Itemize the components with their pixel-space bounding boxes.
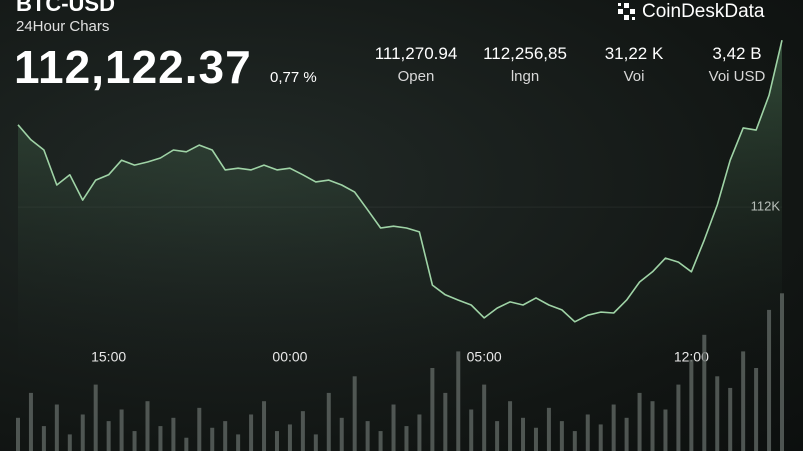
volume-bar bbox=[676, 384, 681, 451]
volume-bar bbox=[106, 421, 111, 451]
stat-value: 111,270.94 bbox=[374, 44, 458, 63]
volume-bar bbox=[443, 392, 448, 451]
volume-bar bbox=[741, 351, 746, 451]
volume-bar bbox=[767, 309, 772, 451]
volume-bar bbox=[210, 427, 215, 451]
volume-bar bbox=[637, 392, 642, 451]
volume-bar bbox=[145, 401, 150, 451]
volume-bar bbox=[262, 401, 267, 451]
volume-bar bbox=[313, 434, 318, 451]
volume-bar bbox=[663, 409, 668, 451]
volume-bar bbox=[339, 417, 344, 451]
volume-bar bbox=[67, 434, 72, 451]
stat: 111,270.94 Open bbox=[361, 44, 471, 85]
volume-bar bbox=[417, 414, 422, 451]
volume-bar bbox=[249, 414, 254, 451]
volume-bar bbox=[16, 417, 20, 451]
stat-value: 3,42 B bbox=[712, 44, 762, 63]
volume-bar bbox=[326, 392, 331, 451]
volume-bar bbox=[378, 431, 383, 451]
stat-label: lngn bbox=[510, 68, 540, 85]
volume-bar bbox=[482, 384, 487, 451]
title: BTC-USD bbox=[16, 0, 115, 16]
volume-bar bbox=[430, 368, 435, 451]
volume-bar bbox=[572, 431, 577, 451]
volume-bar bbox=[119, 409, 124, 451]
x-tick-label: 05:00 bbox=[467, 349, 502, 365]
logo-icon bbox=[618, 3, 635, 20]
volume-bar bbox=[495, 421, 500, 451]
stat-label: Open bbox=[397, 68, 435, 85]
volume-bar bbox=[300, 411, 305, 451]
volume-bar bbox=[508, 401, 513, 451]
volume-bar bbox=[93, 384, 98, 451]
volume-bar bbox=[728, 387, 733, 451]
area bbox=[18, 40, 782, 370]
volume-bar bbox=[28, 392, 33, 451]
volume-bar bbox=[184, 437, 189, 451]
volume-bar bbox=[236, 434, 241, 451]
volume-bar bbox=[223, 421, 228, 451]
volume-bar bbox=[274, 431, 279, 451]
volume-bar bbox=[132, 431, 137, 451]
volume-bar bbox=[171, 417, 176, 451]
volume-bar bbox=[611, 404, 616, 451]
stat-label: Voi bbox=[623, 68, 645, 85]
volume-bar bbox=[80, 414, 85, 451]
stat: 112,256,85 lngn bbox=[470, 44, 580, 85]
volume-bar bbox=[158, 426, 163, 451]
x-tick-label: 12:00 bbox=[674, 349, 709, 365]
volume-bar bbox=[41, 426, 46, 451]
volume-bar bbox=[197, 407, 202, 451]
volume-bar bbox=[404, 426, 409, 451]
volume-bar bbox=[365, 421, 370, 451]
volume-bar bbox=[624, 417, 629, 451]
x-tick-label: 15:00 bbox=[91, 349, 126, 365]
volume-bar bbox=[521, 417, 526, 451]
price-line bbox=[17, 40, 783, 323]
stat: 3,42 B Voi USD bbox=[682, 44, 792, 85]
volume-bar bbox=[780, 293, 784, 451]
stat: 31,22 K Voi bbox=[579, 44, 689, 85]
stat-value: 31,22 K bbox=[604, 44, 664, 63]
volume-bar bbox=[469, 409, 474, 451]
volume-bar bbox=[352, 376, 357, 451]
volume-bar bbox=[546, 407, 551, 451]
change: 0,77 % bbox=[270, 69, 317, 86]
stat-label: Voi USD bbox=[708, 68, 766, 85]
volume-bar bbox=[533, 427, 538, 451]
brand: CoinDeskData bbox=[642, 1, 765, 22]
volume-bar bbox=[54, 404, 59, 451]
volume-bar bbox=[754, 368, 759, 451]
x-tick-label: 00:00 bbox=[272, 349, 307, 365]
volume-bar bbox=[585, 414, 590, 451]
volume-bar bbox=[456, 351, 461, 451]
volume-bar bbox=[391, 404, 396, 451]
volume-bar bbox=[715, 376, 720, 451]
volume-bar bbox=[559, 421, 564, 451]
price: 112,122.37 bbox=[14, 41, 252, 93]
volume-bar bbox=[650, 401, 655, 451]
volume-bar bbox=[689, 359, 694, 451]
volume-bar bbox=[598, 424, 603, 451]
subtitle: 24Hour Chars bbox=[16, 18, 110, 35]
volume-bar bbox=[702, 334, 707, 451]
volume-bar bbox=[287, 424, 292, 451]
stat-value: 112,256,85 bbox=[483, 44, 567, 63]
